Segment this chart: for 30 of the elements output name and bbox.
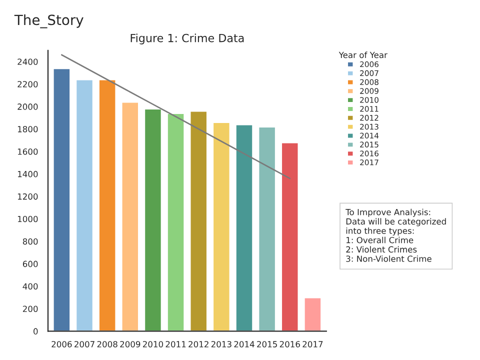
y-tick-label: 2000	[18, 104, 38, 110]
y-tick-label: 1800	[18, 126, 38, 132]
line-series	[60, 54, 291, 180]
legend-title: Year of Year	[338, 52, 388, 58]
y-tick-label: 2400	[18, 58, 38, 65]
x-tick-label: 2016	[280, 341, 300, 348]
y-tick-label: 1600	[18, 148, 38, 155]
chart-title: The_Story	[14, 14, 84, 28]
x-tick-label: 2009	[120, 341, 140, 348]
text: To Improve Analysis: Data will be categorized into three types: 1: Overall Crime 2: Violent Crimes 3: Non-Violent Crime	[346, 208, 446, 262]
x-tick-label: 2006	[52, 341, 72, 348]
x-tick-label: 2008	[97, 341, 118, 348]
y-tick-label: 200	[22, 306, 38, 312]
x-tick-label: 2010	[142, 341, 164, 348]
y-tick-label: 1200	[18, 193, 38, 200]
y-tick-label: 1000	[18, 216, 38, 222]
x-tick-label: 2017	[302, 341, 323, 348]
x-tick-label: 2014	[234, 341, 254, 348]
chart-subtitle: Figure 1: Crime Data	[130, 34, 244, 44]
y-tick-label: 1400	[18, 170, 38, 178]
x-tick-label: 2011	[166, 341, 186, 348]
x-tick-label: 2012	[188, 341, 208, 348]
x-tick-label: 2007	[74, 341, 94, 348]
x-tick-label: 2015	[257, 341, 277, 348]
y-tick-label: 0	[34, 328, 38, 334]
x-tick-label: 2013	[211, 341, 232, 348]
y-tick-label: 600	[22, 260, 38, 268]
y-tick-label: 800	[22, 238, 38, 245]
y-tick-label: 400	[22, 283, 38, 290]
y-tick-label: 2200	[18, 81, 38, 88]
